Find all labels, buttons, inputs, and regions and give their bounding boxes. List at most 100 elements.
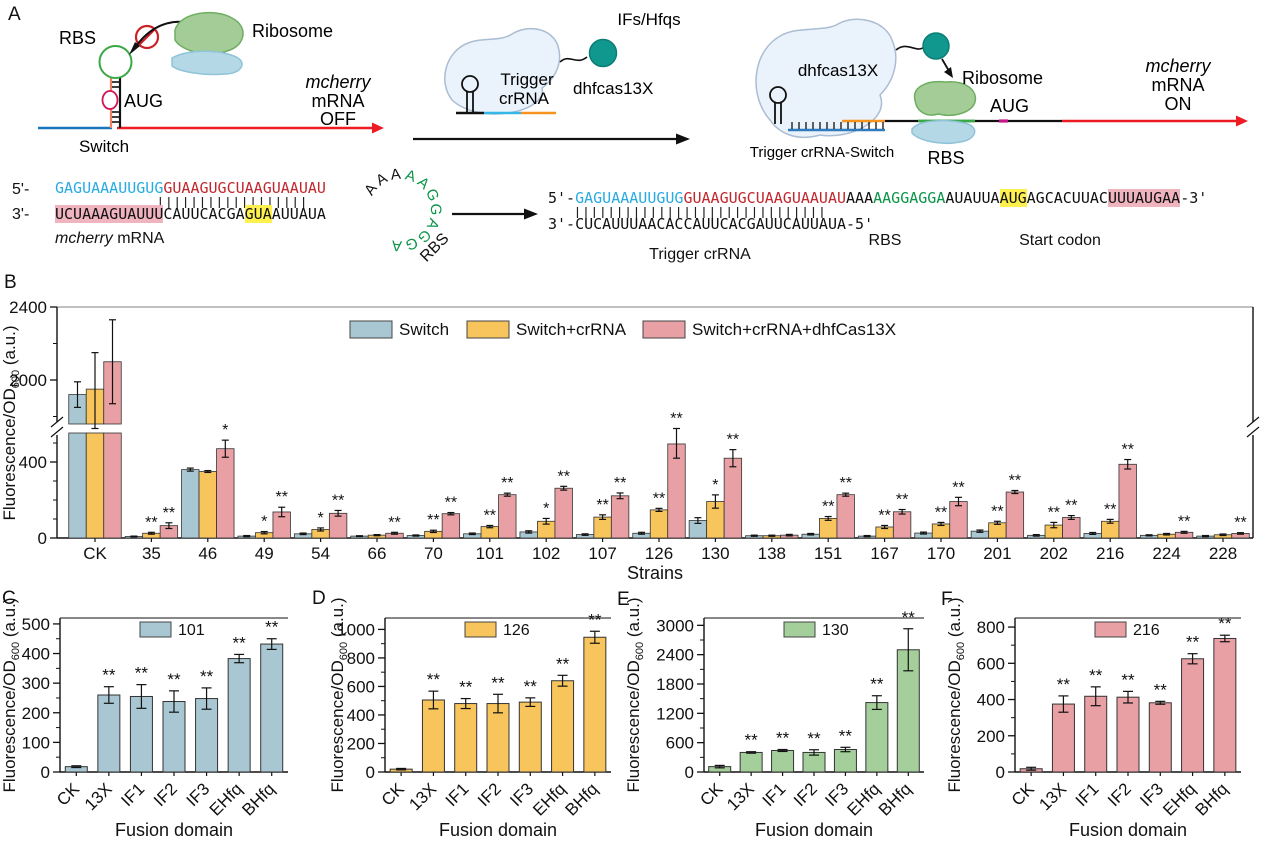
y-axis-title: Fluorescence/OD600 (a.u.) <box>0 325 22 520</box>
y-axis-title: Fluorescence/OD600 (a.u.) <box>945 597 967 792</box>
ribosome-small-subunit <box>171 50 243 76</box>
y-tick-label: 3000 <box>656 616 694 635</box>
bar <box>554 487 573 539</box>
y-tick-label: 200 <box>347 734 375 753</box>
x-tick-label: CK <box>53 779 84 810</box>
ribosome-label-right: Ribosome <box>962 68 1043 88</box>
x-tick-label: 35 <box>142 544 161 563</box>
bar <box>486 703 510 773</box>
sequence-segment: UCUAAAGUAUUU <box>55 205 164 223</box>
x-tick-label: 49 <box>255 544 274 563</box>
significance-marker: ** <box>822 499 834 516</box>
significance-marker: ** <box>745 731 759 750</box>
x-tick-label: 167 <box>870 544 898 563</box>
sequence-segment: GUAAGUGCUAAGUAAUAU <box>683 189 847 207</box>
axis-break-mark <box>50 416 64 428</box>
sequence-segment: GAGUAAAUUGUG <box>575 189 684 207</box>
significance-marker: ** <box>1154 680 1168 699</box>
significance-marker: * <box>222 422 228 439</box>
panel-label-a: A <box>8 4 21 25</box>
legend-swatch <box>466 320 510 339</box>
start-codon-caption: Start codon <box>1019 232 1101 249</box>
x-tick-label: 13X <box>81 779 116 814</box>
significance-marker: ** <box>653 490 665 507</box>
mrna-off-arrowhead <box>372 122 384 134</box>
aug-label-left: AUG <box>124 91 163 111</box>
y-tick-label: 0 <box>366 763 375 782</box>
x-tick-label: CK <box>696 779 727 810</box>
bar <box>421 699 445 773</box>
y-tick-label: 800 <box>977 618 1005 637</box>
bar <box>892 511 912 539</box>
x-tick-label: 201 <box>983 544 1011 563</box>
rbs-loop-letters: AA A AAGGAGGA RBS <box>361 166 452 266</box>
significance-marker: ** <box>807 729 821 748</box>
axis-break-mark <box>1246 416 1260 428</box>
mcherry-mrna-caption: mcherry mRNA <box>55 230 235 248</box>
legend-label: Switch+crRNA+dhfCas13X <box>692 320 896 339</box>
significance-marker: ** <box>102 666 116 685</box>
trigger-crrna-strand: 3'-CUCAUUUAACACCAUUCACGAUUCAUUAUA-5' <box>548 216 873 232</box>
ribosome-small-subunit-right <box>911 119 976 145</box>
fusion-domain-ball-mid <box>588 38 618 68</box>
hairpin-loop-right <box>769 86 787 104</box>
panel-b-chart: 0 400 2000 2400 Fluorescence/OD600 (a.u.) Swi… <box>0 298 1260 583</box>
sequence-segment: -3' <box>1180 189 1208 207</box>
bar <box>498 494 517 539</box>
panel-a-diagram: RBS AUG Ribosome mcherry mRNA OFF Switch… <box>38 10 1248 168</box>
switch-bottom-strand: UCUAAAGUAUUUCAUUCACGAGUAAUUAUA <box>55 205 326 223</box>
crRNA-hairpin-loop <box>461 75 479 93</box>
y-tick-label: 600 <box>666 734 694 753</box>
sequence-segment: UUUAUGAA <box>1107 189 1181 207</box>
significance-marker: ** <box>145 514 157 531</box>
sequence-arrowhead <box>524 208 538 220</box>
significance-marker: * <box>317 510 323 527</box>
significance-marker: ** <box>1057 675 1071 694</box>
bar <box>227 658 251 773</box>
bar <box>988 522 1007 539</box>
legend-swatch <box>1094 621 1127 638</box>
bar <box>1051 703 1075 773</box>
x-tick-label: BHfq <box>1192 779 1232 819</box>
y-tick-label: 600 <box>347 677 375 696</box>
bar <box>771 749 795 773</box>
x-tick-label: IF1 <box>117 779 148 810</box>
reaction-arrow-1-head <box>676 133 690 145</box>
x-axis-title: Strains <box>627 563 683 583</box>
bar <box>97 694 121 773</box>
significance-marker: ** <box>459 678 473 697</box>
mrna-on-arrowhead <box>1236 115 1248 127</box>
x-tick-label: IF1 <box>442 779 473 810</box>
linear-top-strand: 5'-GAGUAAAUUGUGGUAAGUGCUAAGUAAUAUAAAAAGG… <box>548 189 1208 207</box>
significance-marker: ** <box>233 633 247 652</box>
x-tick-label: CK <box>1008 779 1039 810</box>
x-tick-label: 228 <box>1209 544 1237 563</box>
significance-marker: * <box>543 500 549 517</box>
legend-label: 130 <box>822 622 849 639</box>
sequence-segment: GUAAGUGCUAAGUAAUAU <box>163 179 326 197</box>
bar <box>1148 702 1172 773</box>
blocked-slash-icon <box>138 28 156 46</box>
legend-label: 126 <box>503 622 530 639</box>
x-tick-label: 54 <box>311 544 330 563</box>
bar <box>260 643 284 773</box>
bar <box>739 751 763 773</box>
switch-label: Switch <box>79 137 129 156</box>
bar <box>723 457 743 539</box>
x-tick-label: EHfq <box>1159 779 1199 819</box>
significance-marker: ** <box>1121 442 1133 459</box>
rbs-label-left: RBS <box>59 28 96 48</box>
significance-marker: ** <box>727 432 739 449</box>
significance-marker: ** <box>1186 633 1200 652</box>
switch-top-strand: GAGUAAAUUGUGGUAAGUGCUAAGUAAUAU <box>55 180 326 196</box>
significance-marker: ** <box>935 504 947 521</box>
dhfcas13x-label-mid: dhfcas13X <box>573 79 653 98</box>
x-tick-label: IF1 <box>759 779 790 810</box>
ribosome-label-left: Ribosome <box>252 21 333 41</box>
significance-marker: ** <box>200 667 214 686</box>
sequence-extras: AA A AAGGAGGA RBS <box>361 166 538 266</box>
sequence-segment: AUUAUA <box>271 205 326 223</box>
sequence-segment: 3'-CUCAUUUAACACCAUUCACGAUUCAUUAUA-5' <box>548 215 874 233</box>
